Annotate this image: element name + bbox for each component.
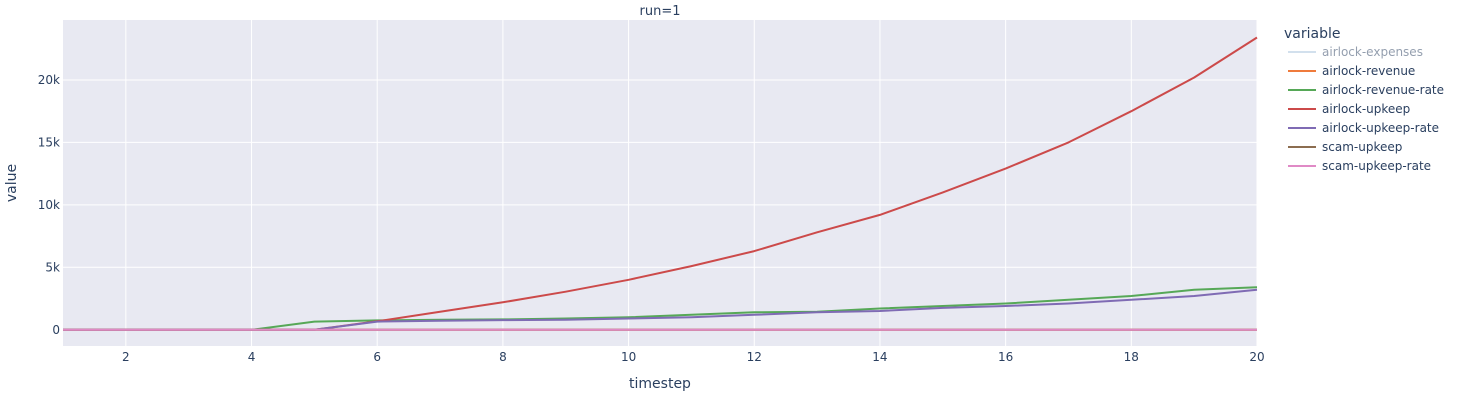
plot-area [63, 20, 1257, 346]
legend-label: airlock-expenses [1322, 45, 1423, 59]
y-tick-label: 20k [38, 73, 60, 87]
x-tick-label: 2 [122, 350, 130, 364]
x-tick-label: 10 [621, 350, 636, 364]
x-tick-label: 8 [499, 350, 507, 364]
legend-item-airlock-revenue-rate[interactable]: airlock-revenue-rate [1288, 83, 1444, 97]
y-tick-label: 0 [52, 323, 60, 337]
series-line-airlock-revenue-rate [63, 286, 1258, 331]
x-tick-label: 14 [872, 350, 887, 364]
legend-item-scam-upkeep-rate[interactable]: scam-upkeep-rate [1288, 159, 1431, 173]
legend-item-airlock-expenses[interactable]: airlock-expenses [1288, 45, 1423, 59]
x-tick-label: 20 [1249, 350, 1264, 364]
legend-label: airlock-revenue [1322, 64, 1415, 78]
x-tick-label: 6 [373, 350, 381, 364]
series-lines [63, 36, 1258, 331]
x-tick-label: 12 [747, 350, 762, 364]
legend-label: airlock-revenue-rate [1322, 83, 1444, 97]
x-tick-label: 4 [248, 350, 256, 364]
legend-item-scam-upkeep[interactable]: scam-upkeep [1288, 140, 1402, 154]
legend: variable airlock-expenses airlock-revenue… [1284, 26, 1444, 173]
legend-title: variable [1284, 26, 1340, 42]
legend-label: scam-upkeep [1322, 140, 1402, 154]
legend-item-airlock-upkeep[interactable]: airlock-upkeep [1288, 102, 1410, 116]
x-axis-ticks: 2 4 6 8 10 12 14 16 18 20 [122, 350, 1265, 364]
legend-item-airlock-upkeep-rate[interactable]: airlock-upkeep-rate [1288, 121, 1439, 135]
legend-label: airlock-upkeep [1322, 102, 1410, 116]
x-tick-label: 16 [998, 350, 1013, 364]
legend-item-airlock-revenue[interactable]: airlock-revenue [1288, 64, 1415, 78]
y-tick-label: 10k [38, 198, 60, 212]
legend-label: airlock-upkeep-rate [1322, 121, 1439, 135]
y-tick-label: 5k [45, 260, 60, 274]
y-tick-label: 15k [38, 135, 60, 149]
x-tick-label: 18 [1124, 350, 1139, 364]
legend-label: scam-upkeep-rate [1322, 159, 1431, 173]
x-axis-label: timestep [629, 376, 691, 392]
y-axis-ticks: 0 5k 10k 15k 20k [38, 73, 60, 337]
chart-title: run=1 [640, 4, 681, 19]
y-axis-label: value [4, 164, 20, 202]
